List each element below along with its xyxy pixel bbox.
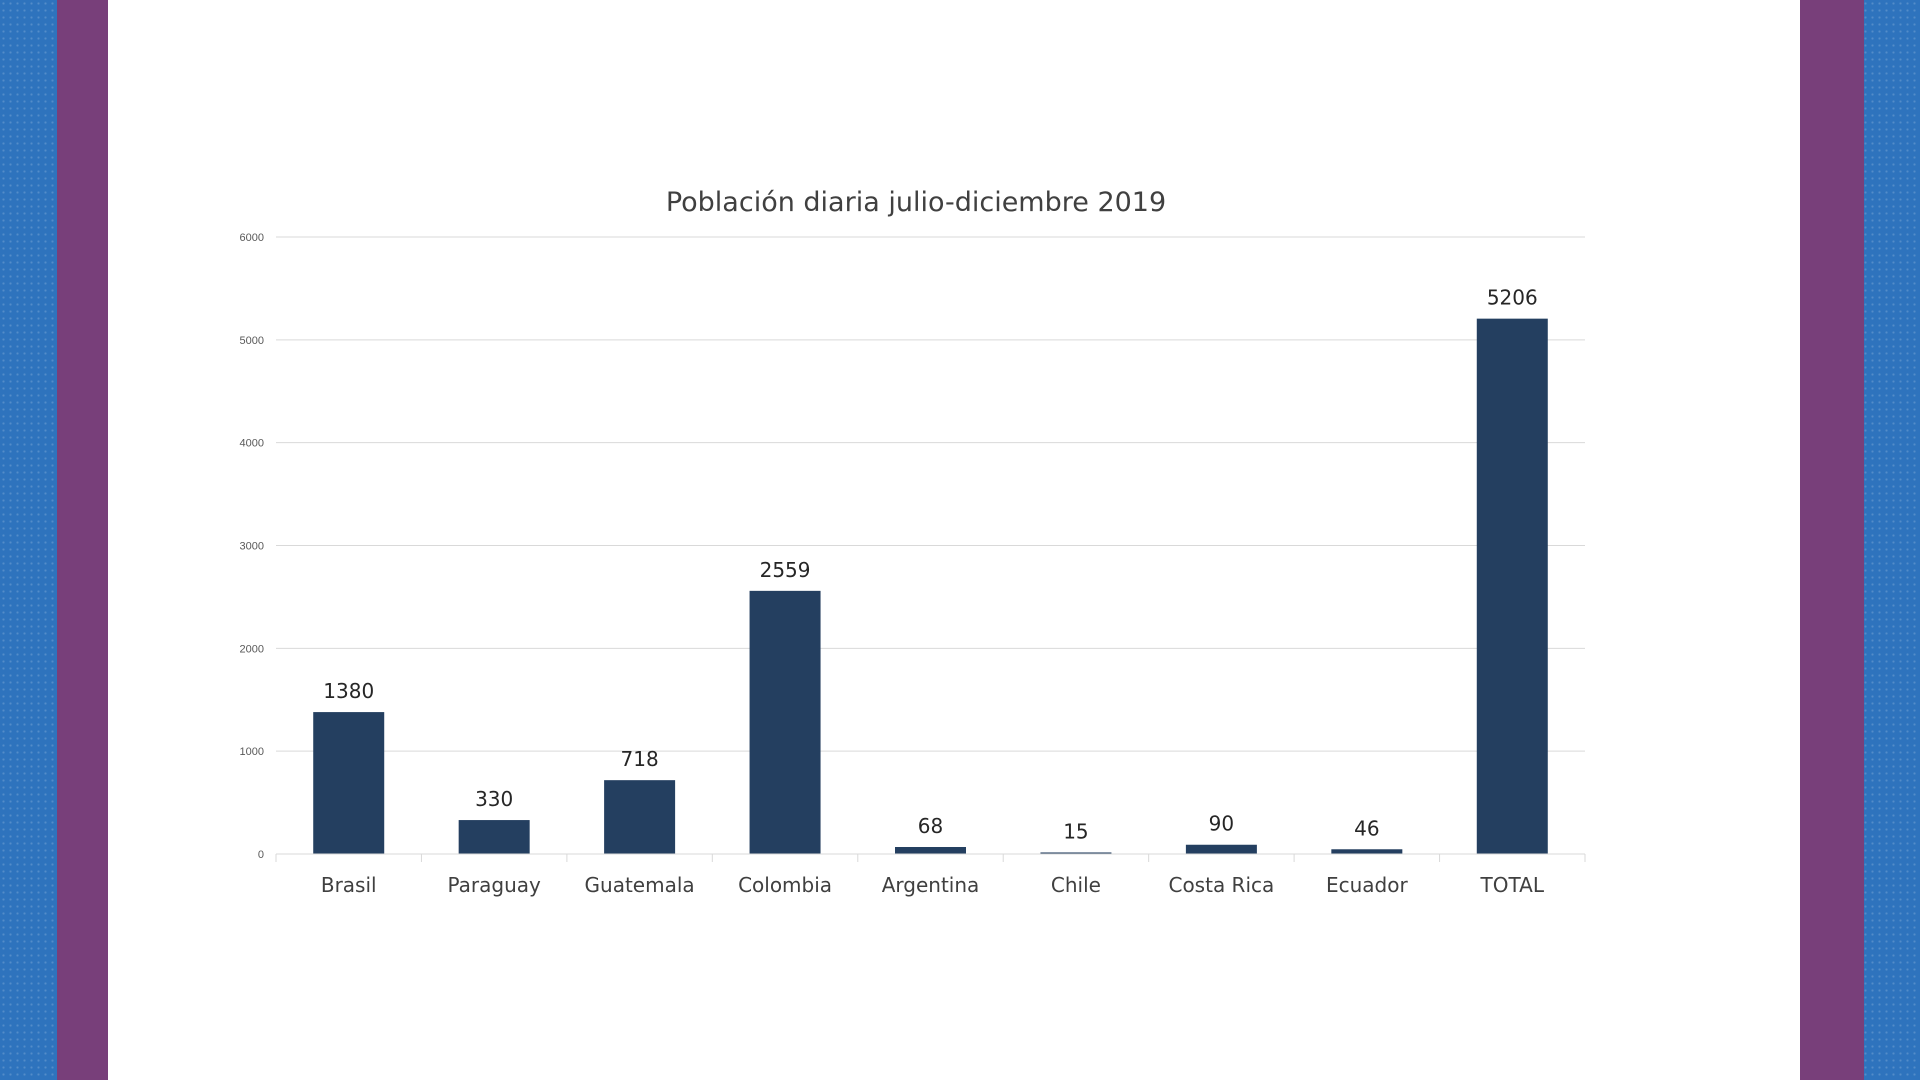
x-tick-label: Colombia <box>738 873 832 897</box>
chart-title: Población diaria julio-diciembre 2019 <box>666 187 1166 218</box>
bar <box>895 847 966 854</box>
bar-chart: Población diaria julio-diciembre 2019 0 1… <box>240 187 1586 897</box>
bar <box>1185 844 1257 854</box>
bar <box>749 590 821 854</box>
y-tick-label: 2000 <box>240 643 264 655</box>
bar <box>458 820 530 854</box>
left-accent-band <box>57 0 108 1080</box>
bars <box>313 318 1548 854</box>
x-tick-label: Costa Rica <box>1168 873 1274 897</box>
data-label: 90 <box>1209 812 1234 836</box>
data-label: 5206 <box>1487 286 1538 310</box>
x-axis: Brasil Paraguay Guatemala Colombia Argentina… <box>275 853 1586 897</box>
x-tick-label: Guatemala <box>585 873 695 897</box>
bar <box>1331 849 1403 854</box>
x-tick-label: TOTAL <box>1480 873 1545 897</box>
gridlines <box>276 236 1585 752</box>
x-tick-label: Ecuador <box>1326 873 1408 897</box>
slide-canvas: Población diaria julio-diciembre 2019 0 1… <box>108 0 1800 1080</box>
y-tick-label: 4000 <box>240 438 264 450</box>
x-tick-label: Paraguay <box>447 873 541 897</box>
data-label: 1380 <box>323 679 374 703</box>
y-tick-label: 0 <box>258 849 264 861</box>
data-labels: 1380 330 718 2559 68 15 90 46 5206 <box>323 286 1537 844</box>
y-tick-label: 3000 <box>240 541 264 553</box>
x-tick-label: Chile <box>1051 873 1101 897</box>
y-tick-label: 5000 <box>240 335 264 347</box>
y-axis-ticks: 0 1000 2000 3000 4000 5000 6000 <box>240 232 264 861</box>
data-label: 718 <box>621 747 659 771</box>
x-tick-label: Argentina <box>882 873 980 897</box>
data-label: 46 <box>1354 816 1379 840</box>
x-tick-label: Brasil <box>321 873 377 897</box>
bar <box>1040 852 1112 854</box>
y-tick-label: 6000 <box>240 232 264 244</box>
y-tick-label: 1000 <box>240 746 264 758</box>
data-label: 68 <box>918 814 943 838</box>
right-accent-band <box>1800 0 1864 1080</box>
bar <box>313 712 385 854</box>
data-label: 2559 <box>760 558 811 582</box>
bar <box>604 780 676 854</box>
data-label: 330 <box>475 787 513 811</box>
bar <box>1476 318 1548 854</box>
data-label: 15 <box>1063 819 1088 843</box>
